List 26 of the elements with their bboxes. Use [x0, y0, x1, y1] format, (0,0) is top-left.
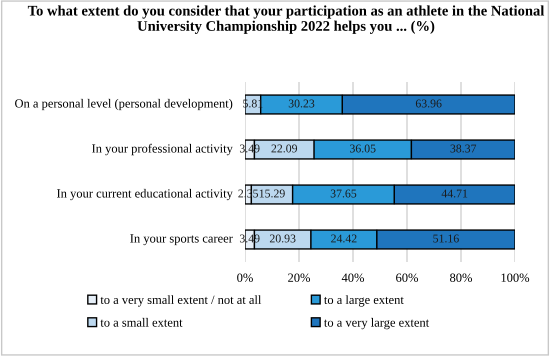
data-label: 20.93 — [270, 234, 296, 243]
data-label: 38.37 — [450, 144, 476, 153]
x-tick-label: 60% — [396, 273, 418, 282]
x-tick-label: 20% — [288, 273, 310, 282]
x-tick-label: 40% — [342, 273, 364, 282]
data-label: 51.16 — [433, 234, 459, 243]
data-label: 37.65 — [330, 190, 356, 198]
data-label: 22.09 — [271, 144, 298, 153]
chart-title: To what extent do you consider that your participation as an athlete in the National University Championship 2022 helps you ... (%) — [28, 5, 544, 34]
y-tick-label: In your professional activity — [92, 144, 233, 156]
data-label: 30.23 — [288, 99, 314, 108]
x-tick-label: 100% — [502, 273, 530, 282]
y-tick-label: In your sports career — [130, 234, 233, 246]
y-tick-label: In your current educational activity — [56, 188, 233, 200]
y-tick-label: On a personal level (personal development) — [15, 98, 232, 110]
data-label: 36.05 — [350, 144, 376, 153]
x-tick-label: 0% — [237, 273, 253, 282]
data-label: 44.71 — [442, 190, 468, 198]
data-label: 24.42 — [331, 234, 357, 243]
legend-label: to a very small extent / not at all — [100, 295, 262, 307]
data-label: 15.29 — [260, 190, 285, 198]
x-tick-label: 80% — [450, 273, 472, 282]
legend-label: to a very large extent — [324, 318, 430, 330]
legend-label: to a large extent — [324, 295, 404, 307]
legend-label: to a small extent — [100, 318, 183, 327]
data-label: 63.96 — [416, 100, 442, 108]
